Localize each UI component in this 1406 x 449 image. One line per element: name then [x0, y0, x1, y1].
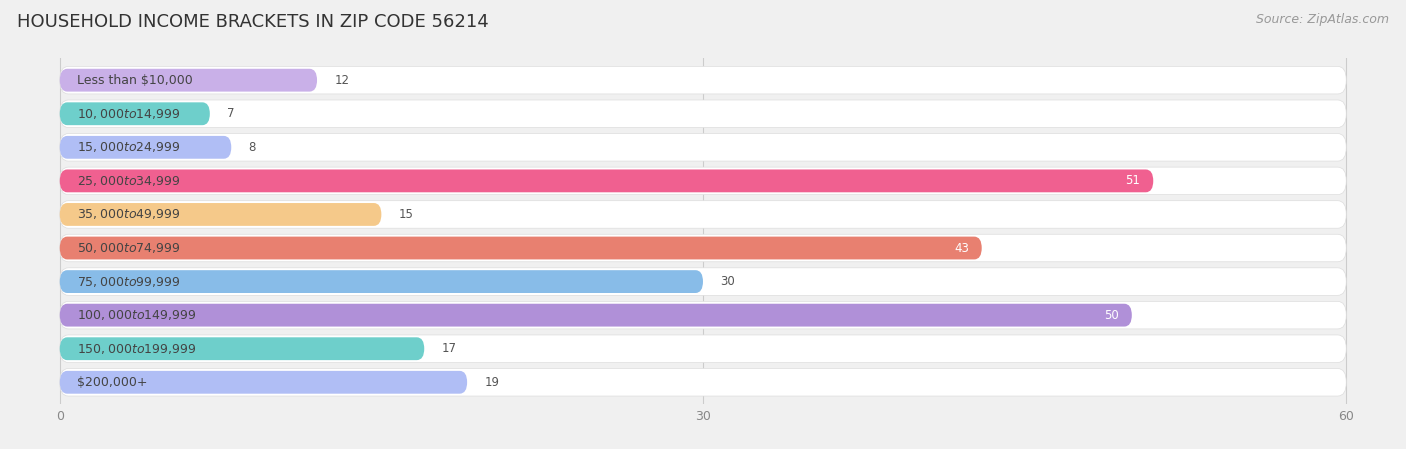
- Text: 50: 50: [1104, 308, 1119, 321]
- Text: $25,000 to $34,999: $25,000 to $34,999: [77, 174, 180, 188]
- Text: 19: 19: [484, 376, 499, 389]
- FancyBboxPatch shape: [59, 268, 1347, 295]
- Text: $75,000 to $99,999: $75,000 to $99,999: [77, 275, 180, 289]
- FancyBboxPatch shape: [59, 133, 1347, 161]
- FancyBboxPatch shape: [59, 100, 1347, 128]
- Text: $15,000 to $24,999: $15,000 to $24,999: [77, 141, 180, 154]
- FancyBboxPatch shape: [59, 234, 1347, 262]
- Text: 17: 17: [441, 342, 457, 355]
- Text: 15: 15: [398, 208, 413, 221]
- FancyBboxPatch shape: [59, 102, 209, 125]
- Text: $35,000 to $49,999: $35,000 to $49,999: [77, 207, 180, 221]
- FancyBboxPatch shape: [59, 369, 1347, 396]
- FancyBboxPatch shape: [59, 203, 381, 226]
- Text: $100,000 to $149,999: $100,000 to $149,999: [77, 308, 197, 322]
- Text: $200,000+: $200,000+: [77, 376, 148, 389]
- Text: HOUSEHOLD INCOME BRACKETS IN ZIP CODE 56214: HOUSEHOLD INCOME BRACKETS IN ZIP CODE 56…: [17, 13, 489, 31]
- Text: 7: 7: [226, 107, 235, 120]
- FancyBboxPatch shape: [59, 167, 1347, 195]
- FancyBboxPatch shape: [59, 237, 981, 260]
- Text: Less than $10,000: Less than $10,000: [77, 74, 193, 87]
- Text: 8: 8: [249, 141, 256, 154]
- Text: 43: 43: [955, 242, 969, 255]
- FancyBboxPatch shape: [59, 136, 231, 159]
- FancyBboxPatch shape: [59, 66, 1347, 94]
- Text: $150,000 to $199,999: $150,000 to $199,999: [77, 342, 197, 356]
- FancyBboxPatch shape: [59, 301, 1347, 329]
- FancyBboxPatch shape: [59, 337, 425, 360]
- FancyBboxPatch shape: [59, 169, 1153, 192]
- FancyBboxPatch shape: [59, 335, 1347, 362]
- Text: 51: 51: [1126, 174, 1140, 187]
- Text: 12: 12: [335, 74, 349, 87]
- Text: $10,000 to $14,999: $10,000 to $14,999: [77, 107, 180, 121]
- FancyBboxPatch shape: [59, 304, 1132, 326]
- Text: $50,000 to $74,999: $50,000 to $74,999: [77, 241, 180, 255]
- FancyBboxPatch shape: [59, 270, 703, 293]
- Text: Source: ZipAtlas.com: Source: ZipAtlas.com: [1256, 13, 1389, 26]
- FancyBboxPatch shape: [59, 201, 1347, 228]
- FancyBboxPatch shape: [59, 69, 318, 92]
- Text: 30: 30: [720, 275, 735, 288]
- FancyBboxPatch shape: [59, 371, 467, 394]
